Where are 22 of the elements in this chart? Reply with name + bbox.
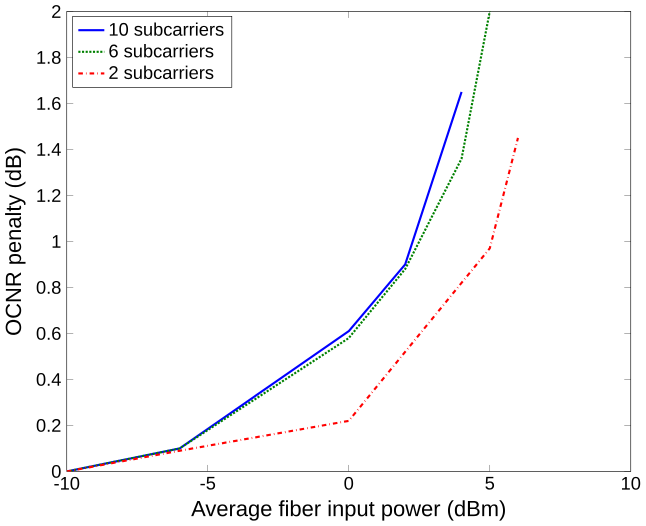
legend-label: 10 subcarriers <box>110 22 224 36</box>
x-tick-label: 10 <box>622 476 640 490</box>
y-tick-label: 0.4 <box>36 373 61 386</box>
x-axis-title: Average fiber input power (dBm) <box>191 500 505 521</box>
y-tick-label: 1.6 <box>37 97 61 110</box>
y-tick-label: 1 <box>52 235 60 248</box>
y-tick-label: 1.2 <box>37 189 60 202</box>
x-tick-label: 0 <box>344 476 354 490</box>
y-tick-label: 2 <box>52 5 60 18</box>
y-tick-label: 0 <box>52 465 61 478</box>
y-tick-label: 0.8 <box>36 281 61 294</box>
line-series <box>66 137 520 472</box>
x-tick-label: -5 <box>200 476 216 490</box>
y-tick-label: 1.8 <box>37 51 61 64</box>
legend-label: 6 subcarriers <box>109 44 214 58</box>
y-axis-title: OCNR penalty (dB) <box>5 148 26 335</box>
x-tick-label: -10 <box>54 476 80 490</box>
y-tick-label: 1.4 <box>37 143 61 156</box>
x-tick-label: 5 <box>485 476 494 490</box>
y-tick-label: 0.6 <box>36 327 61 340</box>
legend-label: 2 subcarriers <box>109 66 214 80</box>
y-tick-label: 0.2 <box>36 419 60 432</box>
